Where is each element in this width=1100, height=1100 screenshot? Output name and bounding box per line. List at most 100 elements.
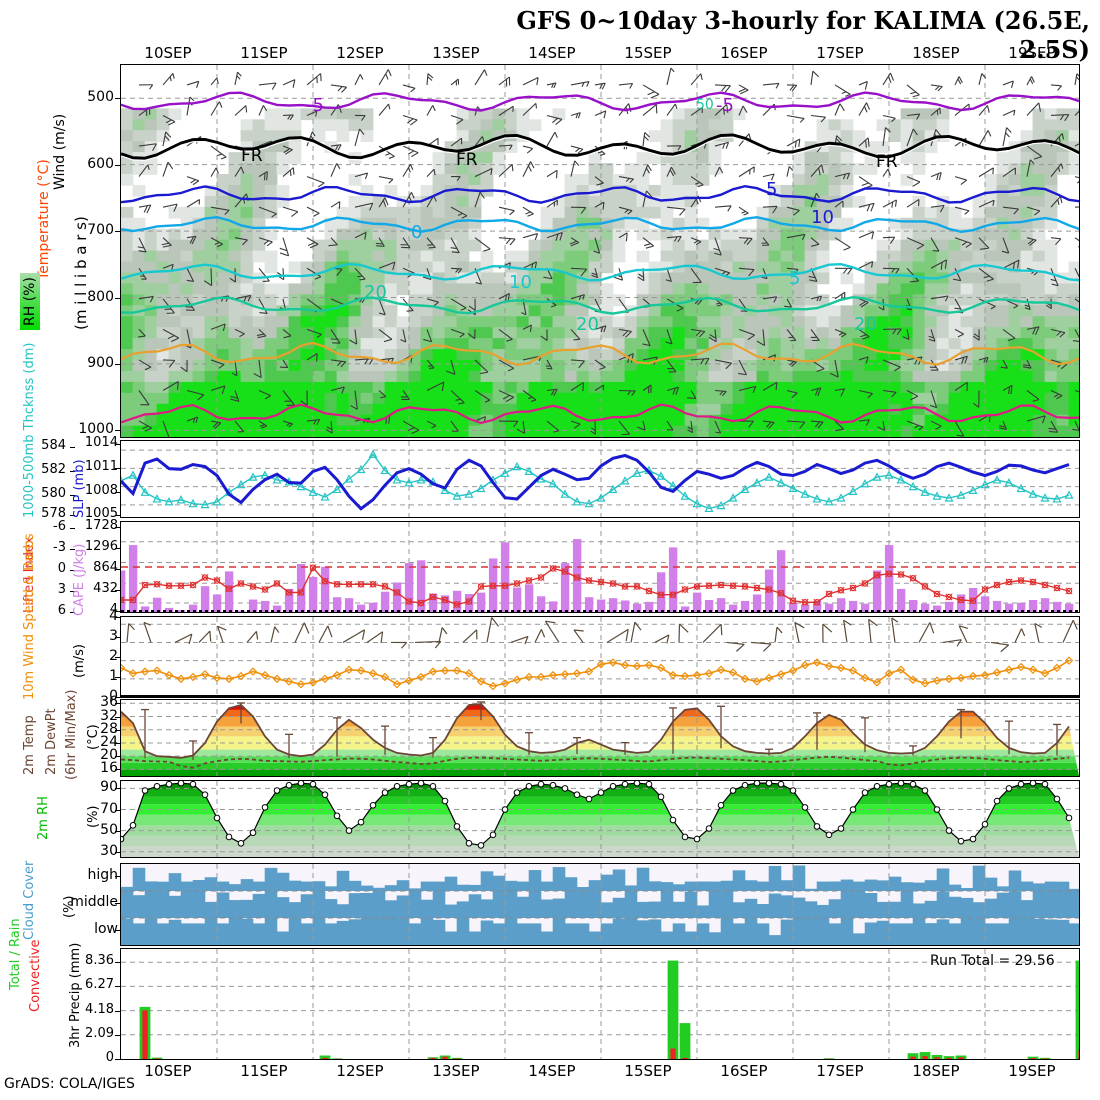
date-label-10sep: 10SEP [144, 1062, 192, 1080]
ytick-label: 0 [57, 561, 66, 576]
axis-label-millibars: (m i l l i b a r s) [72, 216, 90, 330]
axis-label-minmax: (6hr Min/Max) [64, 689, 79, 780]
ytick-mark [115, 444, 120, 445]
ytick-label: 16 [100, 760, 118, 777]
ytick-label: 1005 [84, 506, 118, 521]
ytick-label: 500 [87, 89, 114, 106]
ytick-mark [70, 570, 75, 571]
date-label-17sep: 17SEP [816, 1062, 864, 1080]
date-label-14sep: 14SEP [528, 1062, 576, 1080]
date-label-17sep: 17SEP [816, 44, 864, 62]
ytick-label: 4.18 [85, 1001, 114, 1017]
date-label-16sep: 16SEP [720, 1062, 768, 1080]
page-title: GFS 0~10day 3-hourly for KALIMA (26.5E, … [516, 6, 1090, 64]
ytick-mark [115, 929, 120, 931]
date-label-18sep: 18SEP [912, 1062, 960, 1080]
date-label-12sep: 12SEP [336, 44, 384, 62]
date-label-18sep: 18SEP [912, 44, 960, 62]
ytick-mark [115, 430, 120, 432]
ytick-mark [115, 962, 120, 964]
axis-label-temp2m: 2m Temp [22, 715, 37, 775]
ytick-label: 30 [100, 842, 118, 859]
date-label-10sep: 10SEP [144, 44, 192, 62]
axis-label-cloud-unit: (%) [62, 895, 77, 919]
ytick-mark [115, 637, 120, 638]
ytick-label: 1011 [84, 459, 118, 474]
ytick-mark [115, 986, 120, 988]
ytick-mark [115, 697, 120, 698]
ytick-mark [115, 1034, 120, 1036]
svg-text:50: 50 [696, 97, 714, 113]
ytick-mark [115, 742, 120, 744]
ytick-label: 700 [87, 222, 114, 239]
ytick-mark [115, 611, 120, 612]
ytick-label: 1 [109, 668, 118, 684]
ytick-mark [115, 590, 120, 591]
rh-2m-panel[interactable] [120, 780, 1080, 858]
axis-label-wind10m: 10m Wind Speed & Barbs [22, 533, 37, 700]
svg-text:5: 5 [766, 179, 777, 200]
svg-text:5: 5 [789, 268, 800, 289]
ytick-label: middle [70, 893, 118, 910]
run-total-label: Run Total = 29.56 [930, 953, 1055, 969]
axis-label-rh2m: 2m RH [36, 796, 51, 840]
ytick-label: 1728 [84, 518, 118, 533]
ytick-label: 1008 [84, 483, 118, 498]
axis-label-wind: Wind (m/s) [52, 113, 68, 190]
ytick-mark [115, 769, 120, 771]
ytick-label: 8.36 [85, 953, 114, 969]
date-label-19sep: 19SEP [1008, 1062, 1056, 1080]
cloud-cover-panel[interactable] [120, 863, 1080, 946]
upper-air-panel[interactable]: -5 50 -5 FR FR FR 5 10 0 10 5 20 20 20 [120, 64, 1080, 438]
ytick-mark [115, 851, 120, 853]
svg-text:FR: FR [876, 152, 898, 172]
ytick-mark [115, 548, 120, 549]
ytick-mark [115, 756, 120, 758]
axis-label-temp-unit: (°C) [86, 724, 101, 750]
ytick-mark [115, 875, 120, 877]
ytick-mark [70, 495, 75, 496]
ytick-label: 432 [93, 581, 118, 596]
svg-text:20: 20 [854, 314, 877, 335]
svg-text:-5: -5 [306, 95, 324, 116]
ytick-mark [115, 830, 120, 832]
axis-label-temperature: Temperature (°C) [36, 159, 52, 280]
ytick-label: 1296 [84, 539, 118, 554]
precip-panel[interactable] [120, 948, 1080, 1060]
svg-text:10: 10 [811, 207, 834, 228]
cape-lifted-index-panel[interactable] [120, 521, 1080, 613]
ytick-label: 70 [100, 800, 118, 817]
date-label-15sep: 15SEP [624, 44, 672, 62]
ytick-label: 0 [109, 688, 118, 704]
ytick-mark [115, 515, 120, 516]
ytick-label: 578 [41, 506, 66, 521]
date-label-11sep: 11SEP [240, 44, 288, 62]
date-label-16sep: 16SEP [720, 44, 768, 62]
svg-text:FR: FR [456, 150, 478, 170]
ytick-label: low [94, 920, 118, 937]
ytick-label: 36 [100, 694, 118, 711]
ytick-label: 32 [100, 707, 118, 724]
ytick-label: 580 [41, 486, 66, 501]
axis-label-precip-axis: 3hr Precip (mm) [68, 942, 83, 1048]
temp-2m-panel[interactable] [120, 699, 1080, 777]
svg-text:-5: -5 [716, 95, 734, 116]
ytick-mark [115, 902, 120, 904]
ytick-label: 584 [41, 438, 66, 453]
ytick-mark [70, 528, 75, 529]
date-label-12sep: 12SEP [336, 1062, 384, 1080]
ytick-mark [115, 569, 120, 570]
ytick-label: 28 [100, 720, 118, 737]
ytick-mark [115, 297, 120, 299]
ytick-mark [115, 716, 120, 718]
ytick-label: 864 [93, 560, 118, 575]
axis-label-precip-conv: Convective [28, 939, 43, 1012]
wind-10m-panel[interactable] [120, 616, 1080, 698]
ytick-label: 50 [100, 821, 118, 838]
slp-thickness-panel[interactable] [120, 440, 1080, 518]
ytick-label: 1014 [84, 435, 118, 450]
axis-label-wind10m-unit: (m/s) [72, 644, 87, 678]
date-label-11sep: 11SEP [240, 1062, 288, 1080]
ytick-label: -3 [53, 540, 66, 555]
